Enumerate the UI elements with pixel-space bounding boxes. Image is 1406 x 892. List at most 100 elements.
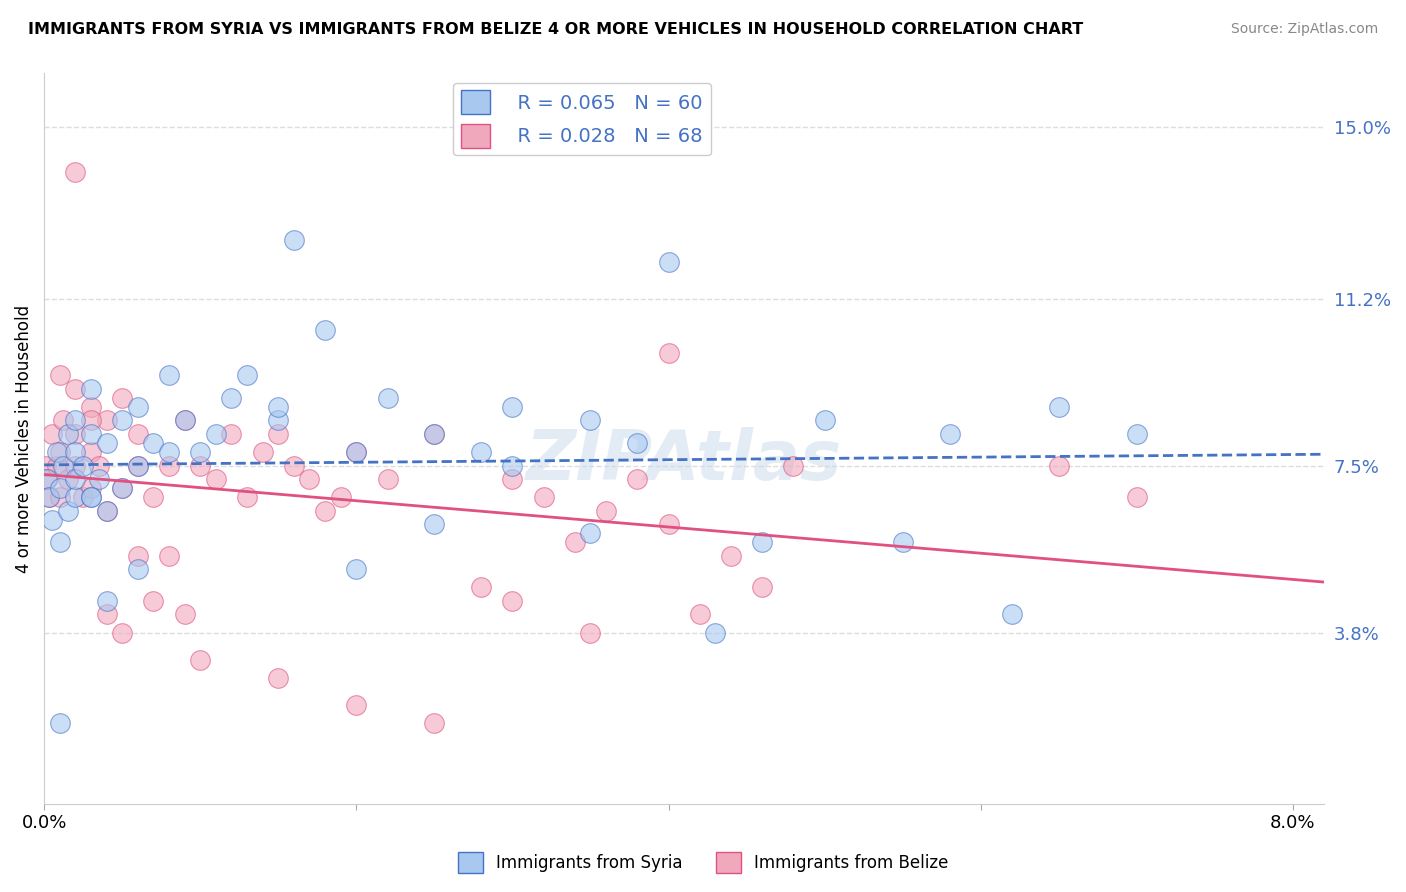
Point: [127, 562, 149, 576]
Point: [579, 625, 602, 640]
Point: [41, 513, 63, 527]
Point: [751, 535, 773, 549]
Point: [72, 458, 94, 473]
Point: [56, 427, 79, 442]
Point: [37, 472, 59, 486]
Point: [938, 427, 960, 442]
Point: [344, 445, 367, 459]
Point: [1047, 400, 1070, 414]
Point: [267, 427, 290, 442]
Point: [48, 481, 70, 495]
Point: [65, 445, 87, 459]
Point: [142, 490, 165, 504]
Point: [344, 698, 367, 712]
Point: [142, 594, 165, 608]
Point: [470, 581, 492, 595]
Point: [205, 427, 228, 442]
Point: [127, 427, 149, 442]
Y-axis label: 4 or more Vehicles in Household: 4 or more Vehicles in Household: [15, 304, 32, 573]
Point: [283, 458, 305, 473]
Point: [423, 427, 446, 442]
Point: [188, 652, 211, 666]
Point: [80, 382, 103, 396]
Point: [80, 445, 103, 459]
Point: [1126, 427, 1149, 442]
Point: [157, 549, 180, 563]
Point: [344, 562, 367, 576]
Point: [80, 413, 103, 427]
Point: [173, 413, 195, 427]
Point: [205, 472, 228, 486]
Text: ZIPAtlas: ZIPAtlas: [526, 427, 842, 494]
Point: [1126, 490, 1149, 504]
Point: [188, 445, 211, 459]
Point: [704, 625, 727, 640]
Point: [96, 607, 118, 622]
Point: [80, 427, 103, 442]
Point: [314, 323, 336, 337]
Point: [236, 368, 259, 383]
Point: [267, 671, 290, 685]
Point: [689, 607, 711, 622]
Point: [252, 445, 274, 459]
Point: [96, 436, 118, 450]
Point: [52, 458, 75, 473]
Point: [65, 382, 87, 396]
Point: [579, 526, 602, 541]
Point: [34, 458, 56, 473]
Point: [891, 535, 914, 549]
Point: [56, 504, 79, 518]
Point: [96, 504, 118, 518]
Point: [1001, 607, 1024, 622]
Point: [38, 490, 60, 504]
Point: [595, 504, 617, 518]
Point: [127, 400, 149, 414]
Point: [111, 391, 134, 405]
Point: [1047, 458, 1070, 473]
Point: [111, 481, 134, 495]
Point: [65, 413, 87, 427]
Point: [157, 445, 180, 459]
Point: [52, 413, 75, 427]
Point: [157, 458, 180, 473]
Point: [657, 345, 679, 359]
Text: Source: ZipAtlas.com: Source: ZipAtlas.com: [1230, 22, 1378, 37]
Point: [142, 436, 165, 450]
Point: [96, 504, 118, 518]
Point: [80, 490, 103, 504]
Point: [470, 445, 492, 459]
Point: [96, 594, 118, 608]
Point: [127, 458, 149, 473]
Point: [80, 400, 103, 414]
Point: [501, 400, 523, 414]
Point: [782, 458, 804, 473]
Point: [267, 400, 290, 414]
Point: [579, 413, 602, 427]
Point: [65, 490, 87, 504]
Point: [111, 413, 134, 427]
Point: [87, 458, 110, 473]
Point: [173, 607, 195, 622]
Point: [45, 458, 67, 473]
Point: [501, 594, 523, 608]
Point: [501, 472, 523, 486]
Point: [48, 535, 70, 549]
Point: [65, 427, 87, 442]
Legend:   R = 0.065   N = 60,   R = 0.028   N = 68: R = 0.065 N = 60, R = 0.028 N = 68: [453, 83, 710, 155]
Point: [41, 427, 63, 442]
Legend: Immigrants from Syria, Immigrants from Belize: Immigrants from Syria, Immigrants from B…: [451, 846, 955, 880]
Point: [814, 413, 837, 427]
Point: [423, 517, 446, 532]
Point: [657, 255, 679, 269]
Point: [56, 472, 79, 486]
Point: [344, 445, 367, 459]
Point: [377, 472, 399, 486]
Point: [80, 490, 103, 504]
Point: [38, 490, 60, 504]
Point: [72, 490, 94, 504]
Point: [173, 413, 195, 427]
Point: [329, 490, 352, 504]
Point: [127, 549, 149, 563]
Point: [87, 472, 110, 486]
Point: [501, 458, 523, 473]
